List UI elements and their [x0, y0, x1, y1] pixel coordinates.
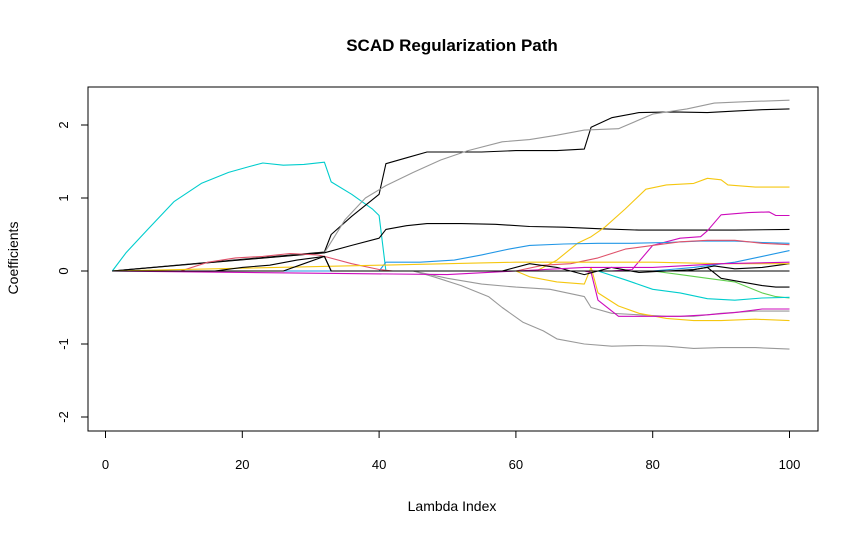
series-line-14: [112, 270, 790, 301]
x-tick-label: 20: [235, 457, 249, 472]
series-line-3: [112, 99, 790, 272]
series-line-11: [112, 270, 790, 317]
series-line-13: [112, 270, 790, 317]
x-tick-label: 100: [779, 457, 801, 472]
y-tick-label: 0: [56, 267, 71, 274]
series-line-1: [111, 161, 790, 272]
y-tick-label: -2: [56, 411, 71, 423]
x-tick-label: 80: [645, 457, 659, 472]
series-line-9: [112, 270, 790, 299]
series-line-5: [112, 177, 790, 272]
y-tick-label: 2: [56, 121, 71, 128]
x-tick-label: 60: [509, 457, 523, 472]
chart-title: SCAD Regularization Path: [346, 36, 558, 55]
series-lines: [111, 99, 790, 350]
x-axis-label: Lambda Index: [408, 498, 497, 514]
x-axis: 0 20 40 60 80 100: [102, 430, 801, 472]
y-tick-label: -1: [56, 338, 71, 350]
series-line-2: [112, 108, 790, 272]
plot-frame: [87, 86, 819, 432]
x-tick-label: 40: [372, 457, 386, 472]
y-tick-label: 1: [56, 194, 71, 201]
series-line-6: [112, 211, 790, 272]
series-line-12: [112, 266, 790, 322]
x-tick-label: 0: [102, 457, 109, 472]
series-line-10: [112, 270, 790, 350]
series-line-7: [112, 240, 790, 272]
series-line-19: [112, 261, 790, 276]
series-line-17: [112, 261, 790, 272]
series-line-21: [112, 255, 790, 272]
y-axis-label: Coefficients: [5, 222, 21, 295]
series-line-8: [112, 239, 790, 272]
y-axis: -2 -1 0 1 2: [56, 121, 89, 423]
series-line-4: [112, 223, 790, 272]
